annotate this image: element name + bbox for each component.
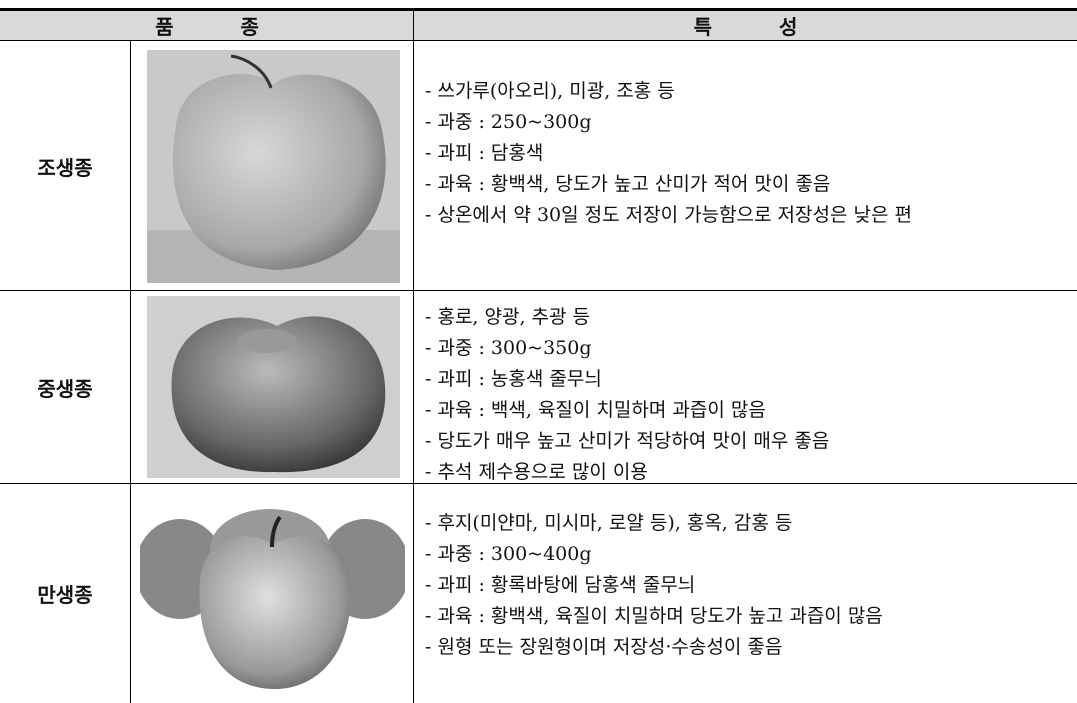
- characteristic-line: - 홍로, 양광, 추광 등: [425, 306, 591, 328]
- characteristic-line: - 과육 : 황백색, 육질이 치밀하며 당도가 높고 과즙이 많음: [425, 605, 883, 627]
- apple-photo: [147, 296, 400, 478]
- characteristic-line: - 과중 : 300~350g: [425, 337, 592, 359]
- variety-name: 조생종: [37, 155, 93, 180]
- characteristic-line: - 과피 : 담홍색: [425, 142, 544, 164]
- header-cell: 특 성: [413, 8, 1077, 41]
- variety-name: 만생종: [37, 583, 93, 607]
- characteristics: - 홍로, 양광, 추광 등 - 과중 : 300~350g - 과피 : 농홍색 …: [425, 302, 829, 488]
- apple-photo: [147, 50, 400, 283]
- divider: [0, 483, 1077, 484]
- characteristic-line: - 과피 : 농홍색 줄무늬: [425, 368, 602, 390]
- characteristic-line: - 당도가 매우 높고 산미가 적당하여 맛이 매우 좋음: [425, 430, 830, 452]
- characteristic-line: - 쓰가루(아오리), 미광, 조홍 등: [425, 80, 675, 102]
- header-cell: 품 종: [0, 8, 414, 41]
- characteristic-line: - 과중 : 300~400g: [425, 543, 592, 565]
- divider: [0, 290, 1077, 291]
- characteristic-line: - 과육 : 백색, 육질이 치밀하며 과즙이 많음: [425, 399, 766, 421]
- characteristic-line: - 과중 : 250~300g: [425, 111, 592, 133]
- characteristic-line: - 원형 또는 장원형이며 저장성·수송성이 좋음: [425, 636, 783, 658]
- characteristic-line: - 과육 : 황백색, 당도가 높고 산미가 적어 맛이 좋음: [425, 173, 831, 195]
- divider: [413, 41, 414, 703]
- characteristic-line: - 상온에서 약 30일 정도 저장이 가능함으로 저장성은 낮은 편: [425, 204, 912, 226]
- characteristic-line: - 후지(미얀마, 미시마, 로얄 등), 홍옥, 감홍 등: [425, 512, 793, 534]
- variety-name: 중생종: [37, 376, 93, 401]
- divider: [130, 41, 131, 703]
- apple-photo: [140, 489, 405, 701]
- characteristics: - 후지(미얀마, 미시마, 로얄 등), 홍옥, 감홍 등 - 과중 : 300…: [425, 508, 883, 663]
- characteristic-line: - 추석 제수용으로 많이 이용: [425, 461, 648, 483]
- characteristics: - 쓰가루(아오리), 미광, 조홍 등 - 과중 : 250~300g - 과피 …: [425, 76, 912, 231]
- characteristic-line: - 과피 : 황록바탕에 담홍색 줄무늬: [425, 574, 696, 596]
